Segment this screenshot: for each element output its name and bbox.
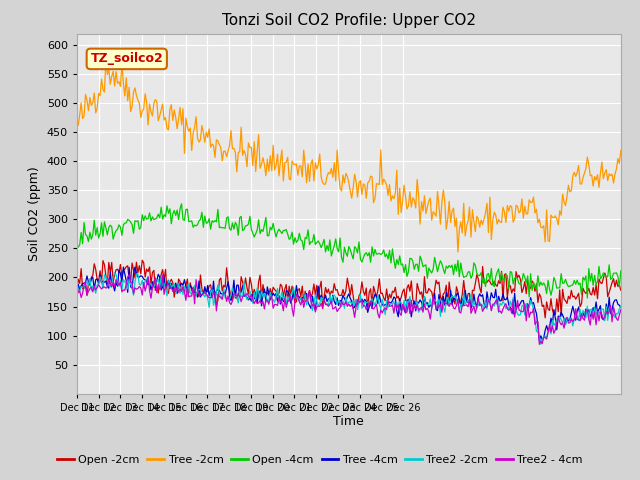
Title: Tonzi Soil CO2 Profile: Upper CO2: Tonzi Soil CO2 Profile: Upper CO2	[222, 13, 476, 28]
Y-axis label: Soil CO2 (ppm): Soil CO2 (ppm)	[28, 166, 41, 261]
Tree -2cm	[102, 57, 109, 62]
Line: Tree2 - 4cm: Tree2 - 4cm	[77, 275, 621, 344]
Tree2 - 4cm	[598, 312, 605, 318]
Legend: Open -2cm, Tree -2cm, Open -4cm, Tree -4cm, Tree2 -2cm, Tree2 - 4cm: Open -2cm, Tree -2cm, Open -4cm, Tree -4…	[52, 451, 588, 469]
Tree -2cm	[249, 163, 257, 168]
Tree -4cm	[536, 338, 543, 344]
Open -2cm	[73, 288, 81, 294]
Tree2 - 4cm	[125, 272, 133, 277]
Line: Tree -2cm: Tree -2cm	[77, 60, 621, 252]
Tree -4cm	[208, 294, 216, 300]
Tree -2cm	[346, 188, 354, 194]
Open -2cm	[346, 292, 354, 298]
Tree2 -2cm	[617, 303, 625, 309]
Open -4cm	[346, 247, 354, 252]
Tree2 - 4cm	[346, 303, 354, 309]
Open -4cm	[260, 222, 268, 228]
Tree -4cm	[617, 305, 625, 311]
Tree2 -2cm	[400, 298, 408, 303]
Line: Open -2cm: Open -2cm	[77, 260, 621, 318]
Open -4cm	[584, 295, 591, 301]
Tree -2cm	[400, 182, 408, 188]
Tree -2cm	[208, 141, 216, 147]
Tree2 - 4cm	[73, 281, 81, 287]
Open -4cm	[73, 242, 81, 248]
Tree -4cm	[598, 315, 605, 321]
Tree2 -2cm	[260, 290, 268, 296]
Tree -4cm	[73, 289, 81, 295]
Tree2 -2cm	[249, 300, 257, 306]
Open -4cm	[249, 230, 257, 236]
Open -2cm	[541, 315, 549, 321]
Tree2 -2cm	[598, 306, 605, 312]
Tree2 -2cm	[346, 299, 354, 304]
Text: TZ_soilco2: TZ_soilco2	[90, 52, 163, 65]
Tree -2cm	[454, 249, 461, 255]
Line: Open -4cm: Open -4cm	[77, 204, 621, 298]
Tree -4cm	[249, 292, 257, 298]
Tree2 -2cm	[73, 281, 81, 287]
Tree2 -2cm	[537, 341, 545, 347]
Open -2cm	[138, 257, 146, 263]
Open -4cm	[208, 218, 216, 224]
Tree -4cm	[131, 264, 139, 270]
Tree -4cm	[346, 296, 354, 301]
Tree2 - 4cm	[260, 306, 268, 312]
Tree2 -2cm	[208, 287, 216, 293]
Tree -4cm	[400, 307, 408, 312]
Open -4cm	[178, 201, 186, 207]
Open -4cm	[598, 274, 605, 279]
Tree2 - 4cm	[400, 303, 408, 309]
Tree2 - 4cm	[617, 307, 625, 312]
Line: Tree2 -2cm: Tree2 -2cm	[77, 273, 621, 344]
Open -2cm	[400, 286, 408, 292]
Open -4cm	[617, 268, 625, 274]
Line: Tree -4cm: Tree -4cm	[77, 267, 621, 341]
Tree2 - 4cm	[536, 341, 543, 347]
Tree -4cm	[260, 286, 268, 292]
Tree2 - 4cm	[208, 295, 216, 300]
Tree -2cm	[260, 162, 268, 168]
Tree -2cm	[598, 159, 605, 165]
Tree2 - 4cm	[249, 297, 257, 302]
Open -2cm	[617, 288, 625, 293]
Open -2cm	[208, 291, 216, 297]
Tree2 -2cm	[111, 270, 118, 276]
Tree -2cm	[617, 147, 625, 153]
Open -2cm	[249, 292, 257, 298]
Open -2cm	[598, 281, 605, 287]
X-axis label: Time: Time	[333, 415, 364, 429]
Tree -2cm	[73, 119, 81, 124]
Open -2cm	[260, 290, 268, 296]
Open -4cm	[400, 270, 408, 276]
